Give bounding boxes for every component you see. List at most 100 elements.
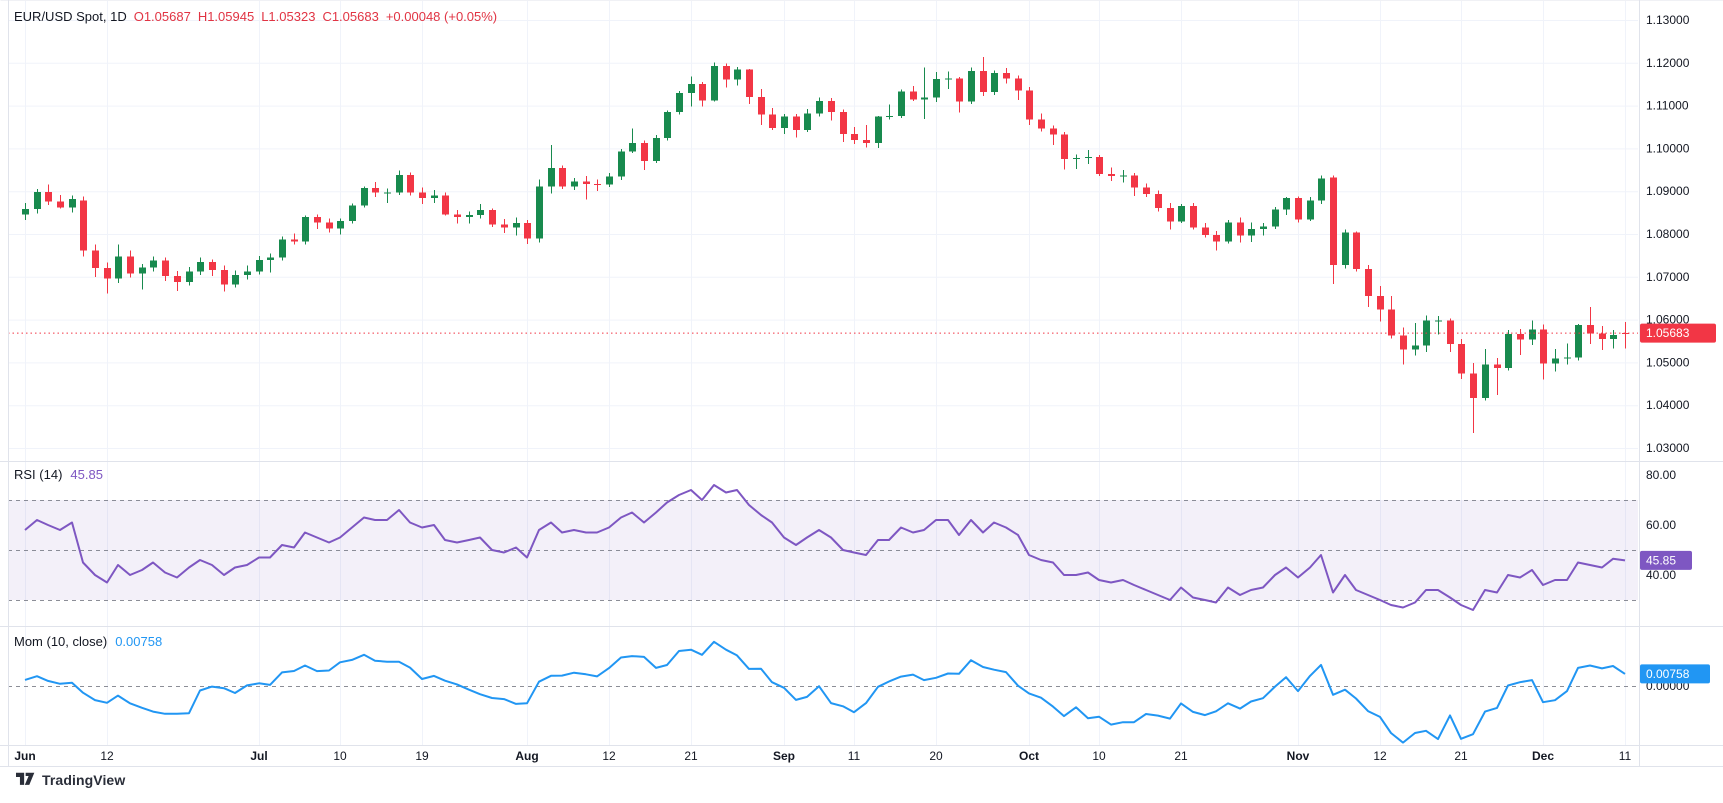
price-tick-label: 1.05000 [1646,355,1690,369]
time-tick-label: 10 [333,749,347,763]
candle-body [1622,332,1629,334]
price-tick-label: 1.11000 [1646,99,1689,113]
tradingview-logo-icon [16,772,35,785]
price-tick-label: 1.08000 [1646,227,1690,241]
candlestick-series[interactable] [22,56,1629,434]
candle-body [1458,343,1465,374]
candle-body [1026,90,1033,120]
candle-body [524,222,531,239]
candle-body [1131,175,1138,188]
candle-body [1143,187,1150,195]
candle-body [781,116,788,128]
symbol-legend[interactable]: EUR/USD Spot, 1D O1.05687 H1.05945 L1.05… [14,9,497,25]
rsi-pane[interactable] [8,484,1638,611]
candle-body [618,151,625,177]
candle-body [279,239,286,258]
symbol-title: EUR/USD Spot, 1D [14,9,127,24]
candle-body [1061,134,1068,160]
pane-separators [0,0,1723,767]
candle-body [186,271,193,282]
rsi-line[interactable] [24,484,1626,611]
tradingview-brand-text: TradingView [42,771,126,788]
candle-body [1529,329,1536,340]
candle-body [676,92,683,113]
time-tick-label: 19 [415,749,429,763]
time-tick-label: 12 [602,749,616,763]
candle-body [1412,345,1419,350]
candle-body [34,192,41,210]
candle-body [513,222,520,228]
rsi-legend[interactable]: RSI (14) 45.85 [14,467,103,483]
rsi-tick-label: 80.00 [1646,468,1676,482]
candle-body [1085,156,1092,159]
candle-body [1260,226,1267,229]
candle-body [571,181,578,187]
candle-body [302,216,309,242]
momentum-title: Mom (10, close) [14,634,108,649]
candle-body [746,69,753,98]
candle-body [69,198,76,208]
candle-body [477,210,484,216]
price-axis[interactable]: 1.13000 1.12000 1.11000 1.10000 1.09000 1.080… [1640,13,1716,693]
price-tick-label: 1.03000 [1646,441,1690,455]
time-axis[interactable]: Jun 12 Jul 10 19 Aug 12 21 Sep 11 20 Oct 10 21 Nov 12 21… [14,749,1631,763]
rsi-value-badge [1640,550,1692,570]
candle-body [174,275,181,282]
candle-body [314,216,321,223]
candle-body [664,112,671,139]
candle-body [548,168,555,187]
candle-body [349,205,356,222]
momentum-pane[interactable] [8,640,1638,744]
rsi-band [8,500,1638,600]
candle-body [1248,228,1255,236]
candle-body [945,78,952,80]
candle-body [361,188,368,206]
ohlc-open: O1.05687 [133,9,191,24]
candle-body [1038,119,1045,129]
candle-body [594,183,601,185]
ohlc-low: L1.05323 [261,9,316,24]
candle-body [699,84,706,101]
candle-body [910,91,917,100]
candle-body [221,269,228,285]
time-gridlines [25,1,1626,745]
candle-body [1435,320,1442,322]
candle-body [1377,296,1384,310]
time-tick-label: 10 [1092,749,1106,763]
candle-body [115,256,122,279]
candle-body [863,139,870,143]
rsi-value-badge-text: 45.85 [1646,553,1676,567]
tradingview-attribution-link[interactable]: TradingView [16,771,125,788]
rsi-value: 45.85 [70,467,103,482]
candle-body [267,257,274,261]
time-tick-label: 12 [1373,749,1387,763]
candle-body [875,116,882,143]
candle-body [1564,357,1571,359]
candle-body [723,66,730,80]
momentum-legend[interactable]: Mom (10, close) 0.00758 [14,634,162,650]
candle-body [45,192,52,202]
time-tick-label: 12 [100,749,114,763]
candle-body [232,275,239,285]
candle-body [1575,325,1582,358]
candle-body [629,142,636,152]
candle-body [1190,205,1197,228]
candle-body [57,201,64,208]
momentum-line[interactable] [24,640,1626,744]
candle-body [1365,269,1372,297]
candle-body [1505,334,1512,368]
candle-body [1272,209,1279,227]
candle-body [1353,232,1360,270]
candle-body [734,69,741,80]
candle-body [804,113,811,130]
candle-body [244,271,251,276]
rsi-title: RSI (14) [14,467,63,482]
candle-body [1400,335,1407,350]
candle-body [337,221,344,229]
candle-body [653,138,660,161]
candle-body [1225,222,1232,242]
candle-body [1015,78,1022,91]
price-tick-label: 1.04000 [1646,398,1690,412]
